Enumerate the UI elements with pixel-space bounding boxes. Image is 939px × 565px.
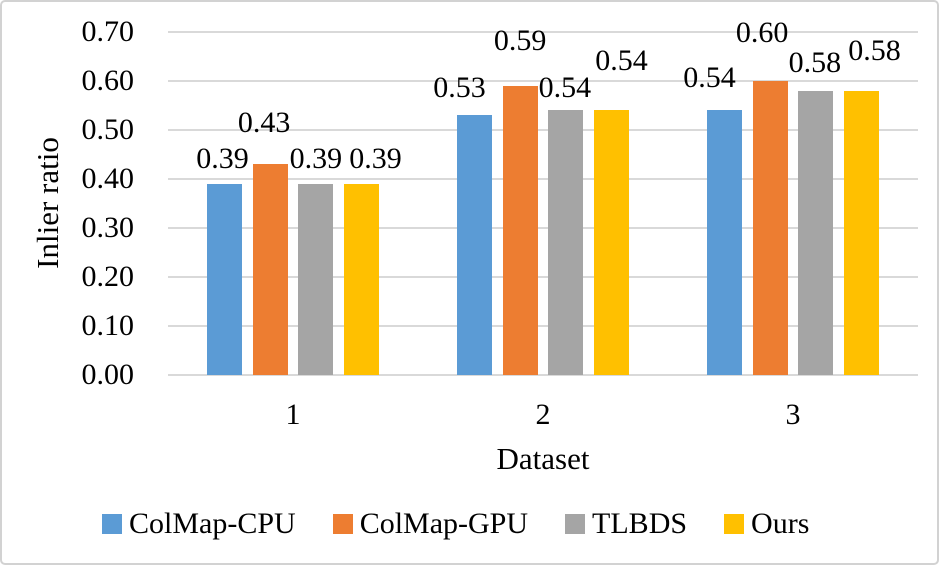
bar-value-label: 0.58 [788, 46, 842, 79]
bar-value-label: 0.54 [683, 61, 736, 94]
legend-label: ColMap-CPU [129, 507, 296, 540]
y-axis-tick-label: 0.70 [81, 15, 135, 48]
bar-value-label: 0.53 [433, 71, 486, 104]
x-category-label: 1 [285, 398, 301, 431]
y-axis-tick-label: 0.60 [81, 64, 135, 97]
bar-value-label: 0.54 [538, 71, 592, 104]
colmap-gpu-swatch-icon [332, 514, 353, 534]
legend-label: TLBDS [592, 507, 688, 540]
gridline [168, 31, 918, 33]
bar [752, 81, 788, 375]
bar-value-label: 0.39 [289, 142, 343, 175]
legend-item: Ours [724, 504, 809, 544]
bar-value-label: 0.58 [848, 34, 901, 67]
colmap-cpu-swatch-icon [102, 514, 122, 534]
gridline [168, 374, 918, 376]
gridline [168, 178, 918, 180]
gridline [168, 227, 918, 229]
gridline [168, 80, 918, 82]
bar [706, 110, 742, 375]
y-axis-tick-label: 0.20 [81, 260, 135, 293]
gridline [168, 129, 918, 131]
bar-value-label: 0.54 [595, 44, 648, 77]
bar [456, 115, 492, 375]
legend-item: TLBDS [565, 504, 687, 544]
bar-value-label: 0.39 [349, 142, 402, 175]
gridline [168, 325, 918, 327]
bar-value-label: 0.39 [196, 142, 249, 175]
y-axis-tick-label: 0.10 [81, 309, 135, 342]
bar [844, 90, 880, 375]
bar [502, 85, 538, 375]
bar [548, 110, 584, 375]
bar-value-label: 0.43 [237, 106, 291, 139]
ours-swatch-icon [724, 514, 745, 534]
legend-label: ColMap-GPU [359, 507, 529, 540]
legend-item: ColMap-GPU [332, 504, 529, 544]
bar-value-label: 0.59 [493, 24, 547, 57]
bar-value-label: 0.60 [735, 16, 789, 49]
bar [798, 90, 834, 375]
bar [252, 164, 288, 375]
tlbds-swatch-icon [565, 514, 586, 534]
bar [344, 183, 380, 375]
x-category-label: 2 [535, 398, 551, 431]
y-axis-tick-label: 0.50 [81, 113, 135, 146]
gridline [168, 276, 918, 278]
x-axis-title: Dataset [496, 441, 590, 476]
bar [206, 183, 242, 375]
x-category-label: 3 [785, 398, 801, 431]
y-axis-tick-label: 0.00 [81, 358, 135, 391]
bar [298, 183, 334, 375]
y-axis-tick-label: 0.30 [81, 211, 135, 244]
legend: ColMap-CPU ColMap-GPU TLBDS Ours [102, 504, 809, 544]
legend-label: Ours [751, 507, 810, 540]
y-axis-tick-label: 0.40 [81, 162, 135, 195]
legend-item: ColMap-CPU [102, 504, 296, 544]
bar [594, 110, 630, 375]
